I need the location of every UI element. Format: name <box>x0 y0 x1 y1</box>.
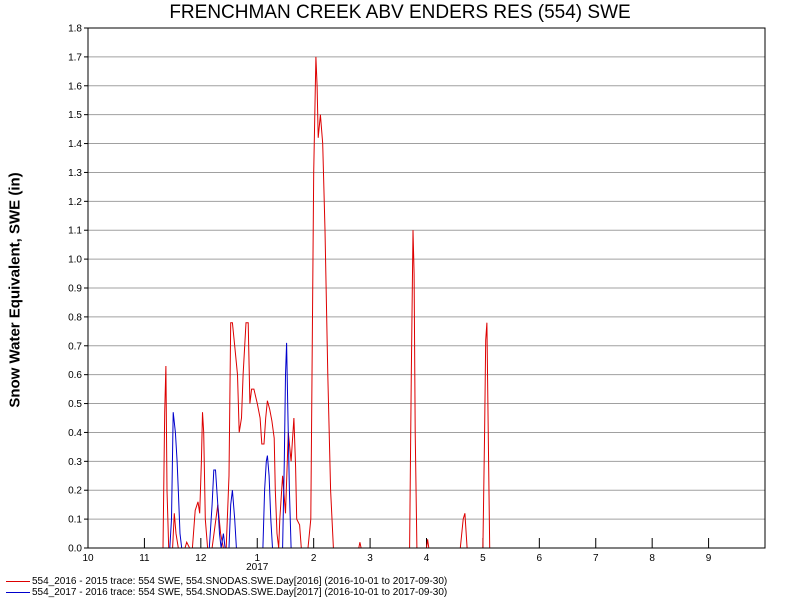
y-tick-label: 0.9 <box>68 284 82 295</box>
y-tick-label: 0.0 <box>68 544 82 555</box>
y-tick-label: 1.4 <box>68 139 82 150</box>
y-tick-label: 0.8 <box>68 312 82 323</box>
series-line <box>88 342 765 549</box>
y-tick-label: 1.6 <box>68 81 82 92</box>
y-tick-label: 1.2 <box>68 197 82 208</box>
x-tick-label: 2 <box>311 553 317 564</box>
x-tick-label: 12 <box>195 553 207 564</box>
y-tick-label: 0.7 <box>68 341 82 352</box>
y-tick-label: 1.3 <box>68 168 82 179</box>
y-tick-label: 0.2 <box>68 486 82 497</box>
x-tick-label: 6 <box>537 553 543 564</box>
y-tick-label: 1.5 <box>68 110 82 121</box>
x-tick-label: 9 <box>706 553 712 564</box>
y-tick-label: 0.4 <box>68 428 82 439</box>
legend-label: 554_2017 - 2016 trace: 554 SWE, 554.SNOD… <box>32 587 448 598</box>
y-tick-label: 0.5 <box>68 399 82 410</box>
x-tick-label: 1 <box>254 553 260 564</box>
x-year-label: 2017 <box>246 562 269 573</box>
legend-item: 554_2017 - 2016 trace: 554 SWE, 554.SNOD… <box>6 587 447 598</box>
x-tick-label: 7 <box>593 553 599 564</box>
x-tick-label: 8 <box>649 553 655 564</box>
y-tick-label: 1.1 <box>68 226 82 237</box>
legend-swatch <box>6 592 30 593</box>
legend-label: 554_2016 - 2015 trace: 554 SWE, 554.SNOD… <box>32 576 448 587</box>
plot-border <box>87 27 766 549</box>
x-tick-label: 11 <box>139 553 150 564</box>
y-tick-label: 1.0 <box>68 255 82 266</box>
legend: 554_2016 - 2015 trace: 554 SWE, 554.SNOD… <box>6 576 447 598</box>
chart-title: FRENCHMAN CREEK ABV ENDERS RES (554) SWE <box>169 2 631 23</box>
x-tick-label: 3 <box>367 553 373 564</box>
legend-swatch <box>6 581 30 582</box>
x-tick-label: 10 <box>82 553 94 564</box>
y-tick-label: 0.1 <box>68 515 82 526</box>
x-tick-label: 4 <box>424 553 430 564</box>
x-tick-label: 5 <box>480 553 486 564</box>
y-tick-label: 1.8 <box>68 24 82 35</box>
y-tick-label: 1.7 <box>68 52 82 63</box>
y-tick-label: 0.6 <box>68 370 82 381</box>
legend-item: 554_2016 - 2015 trace: 554 SWE, 554.SNOD… <box>6 576 447 587</box>
series-line <box>88 56 765 549</box>
y-tick-label: 0.3 <box>68 457 82 468</box>
